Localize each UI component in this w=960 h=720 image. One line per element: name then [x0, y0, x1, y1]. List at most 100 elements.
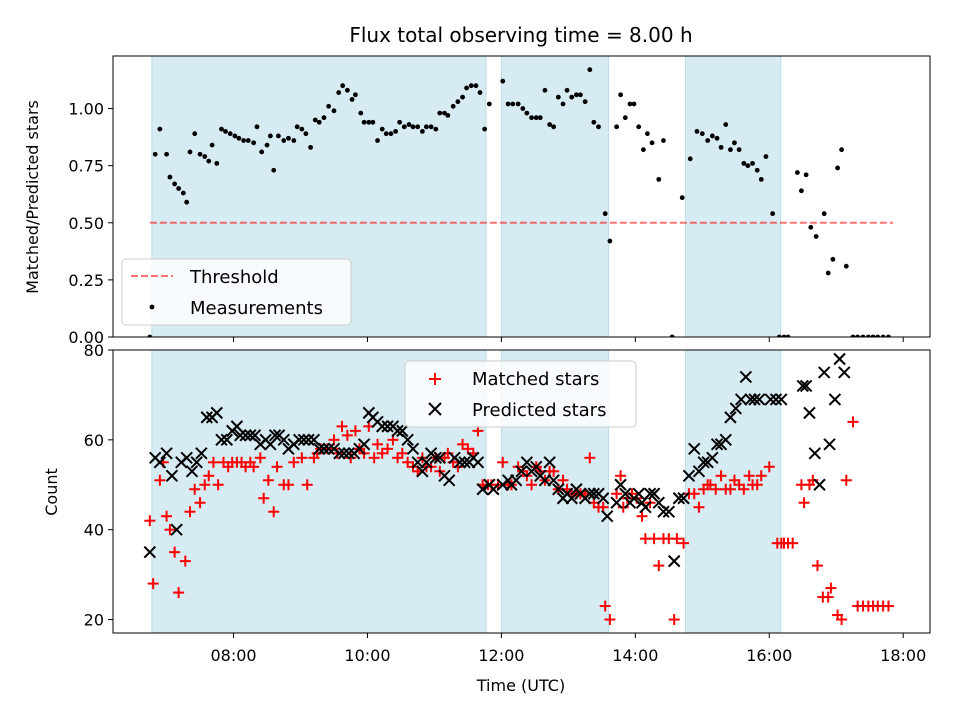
measurement-point: [537, 115, 543, 121]
predicted-point: [706, 451, 719, 465]
matched-point: [203, 470, 215, 482]
matched-point: [262, 474, 274, 486]
matched-point: [840, 474, 852, 486]
measurement-point: [843, 263, 849, 269]
legend-predicted-swatch: [428, 402, 442, 416]
measurement-point: [227, 131, 233, 137]
predicted-point: [160, 447, 173, 460]
predicted-point: [433, 451, 447, 465]
matched-point: [724, 483, 736, 495]
measurement-point: [406, 122, 412, 127]
measurement-point: [281, 138, 287, 143]
predicted-point: [185, 465, 199, 478]
predicted-point: [803, 406, 816, 420]
measurement-point: [361, 119, 367, 125]
measurement-point: [723, 122, 729, 127]
matched-point: [847, 416, 859, 428]
measurement-point: [870, 334, 876, 337]
measurement-point: [276, 133, 281, 139]
predicted-point: [220, 433, 234, 447]
predicted-point: [769, 393, 783, 406]
predicted-point: [429, 451, 442, 465]
measurement-point: [795, 170, 800, 175]
predicted-point: [828, 393, 842, 406]
measurement-point: [505, 101, 511, 107]
measurement-point: [340, 83, 346, 89]
x-tick-label: 08:00: [210, 646, 256, 665]
predicted-point: [632, 487, 645, 500]
measurement-point: [569, 94, 575, 100]
measurement-point: [486, 101, 492, 107]
matched-point: [271, 461, 283, 473]
matched-point: [678, 537, 690, 549]
matched-point: [179, 555, 191, 567]
measurement-point: [419, 128, 425, 134]
measurement-point: [358, 110, 364, 116]
measurement-point: [167, 174, 173, 180]
legend-top: Threshold Measurements: [121, 258, 352, 326]
matched-point: [807, 474, 819, 486]
predicted-point: [317, 442, 331, 456]
predicted-point: [268, 429, 282, 442]
measurement-point: [656, 176, 662, 182]
predicted-point: [442, 474, 456, 487]
measurement-point: [649, 140, 655, 146]
predicted-point: [322, 442, 335, 456]
predicted-point: [808, 447, 822, 460]
measurement-point: [631, 101, 637, 107]
predicted-point: [657, 505, 670, 518]
predicted-point: [376, 420, 389, 433]
predicted-point: [248, 429, 262, 442]
measurement-point: [813, 234, 819, 239]
predicted-point: [215, 433, 228, 447]
predicted-point: [724, 411, 737, 424]
chart-title: Flux total observing time = 8.00 h: [349, 23, 692, 47]
measurement-point: [176, 186, 182, 191]
measurement-point: [687, 156, 693, 162]
measurement-point: [349, 97, 355, 102]
matched-point: [526, 479, 538, 491]
measurement-point: [745, 163, 751, 169]
predicted-point: [639, 501, 652, 514]
measurement-point: [477, 90, 483, 95]
matched-point: [161, 510, 173, 522]
measurement-point: [267, 133, 273, 139]
measurement-point: [245, 138, 251, 143]
measurement-point: [450, 103, 456, 109]
predicted-point: [764, 393, 777, 406]
ratio-panel: 0.00 0.25 0.50 0.75 1.00 Matched/Predicted s…: [23, 55, 931, 347]
predicted-point: [813, 478, 826, 491]
measurement-point: [640, 147, 646, 153]
matched-point: [173, 587, 185, 599]
measurement-point: [555, 94, 561, 100]
matched-point: [349, 425, 361, 437]
measurement-point: [366, 119, 372, 125]
matched-point: [301, 479, 313, 491]
measurement-point: [473, 83, 479, 89]
predicted-point: [619, 487, 632, 500]
predicted-point: [292, 433, 306, 447]
measurement-point: [582, 99, 588, 105]
matched-point: [258, 492, 270, 504]
measurement-point: [750, 160, 755, 166]
predicted-point: [796, 379, 809, 393]
matched-point: [169, 546, 181, 558]
measurement-point: [370, 119, 376, 125]
matched-point: [341, 429, 353, 441]
matched-point: [653, 560, 665, 572]
predicted-point: [165, 469, 179, 482]
y-tick-label: 0.25: [68, 271, 104, 290]
legend-matched-label: Matched stars: [472, 369, 599, 390]
predicted-point: [614, 478, 627, 491]
x-tick-label: 10:00: [344, 646, 390, 665]
measurement-point: [326, 103, 332, 109]
measurement-point: [259, 149, 265, 155]
measurement-point: [410, 124, 416, 130]
measurement-point: [180, 190, 186, 196]
measurement-point: [401, 124, 407, 130]
x-tick-label: 16:00: [746, 646, 792, 665]
y-tick-label: 0.00: [68, 328, 104, 347]
measurement-point: [551, 124, 557, 130]
predicted-point: [244, 429, 257, 442]
